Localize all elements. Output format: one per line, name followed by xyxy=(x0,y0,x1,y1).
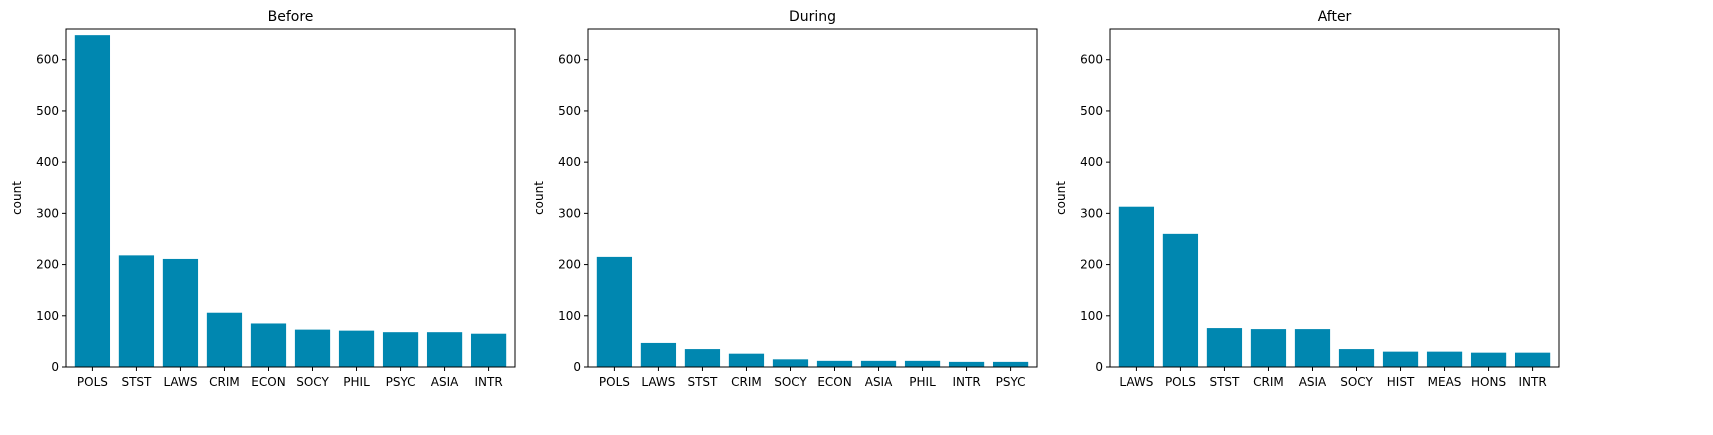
y-tick-label: 0 xyxy=(573,360,581,374)
x-tick-label: ASIA xyxy=(431,375,459,389)
bar xyxy=(948,361,985,367)
bar xyxy=(206,312,243,367)
x-tick-label: POLS xyxy=(1165,375,1196,389)
bar xyxy=(426,332,463,367)
x-tick-label: STST xyxy=(1209,375,1240,389)
y-tick-label: 400 xyxy=(558,155,581,169)
x-tick-label: PHIL xyxy=(909,375,936,389)
y-axis-label: count xyxy=(1054,181,1068,215)
bar xyxy=(1426,351,1463,367)
x-tick-label: SOCY xyxy=(1340,375,1373,389)
x-tick-label: PSYC xyxy=(996,375,1026,389)
x-tick-label: SOCY xyxy=(296,375,329,389)
bar xyxy=(728,353,765,367)
bar xyxy=(1250,329,1287,367)
x-tick-label: INTR xyxy=(474,375,502,389)
x-tick-label: STST xyxy=(687,375,718,389)
bar xyxy=(992,361,1029,367)
bar xyxy=(1470,352,1507,367)
bar xyxy=(470,333,507,367)
y-tick-label: 200 xyxy=(36,258,59,272)
x-tick-label: CRIM xyxy=(1253,375,1284,389)
chart-panel: 0 100 200 300 400 500 600 LAWS POLS STST CRIM ASIA S… xyxy=(1054,9,1560,389)
x-tick-label: STST xyxy=(121,375,152,389)
y-tick-label: 600 xyxy=(1080,53,1103,67)
x-tick-label: HONS xyxy=(1471,375,1506,389)
y-tick-label: 200 xyxy=(1080,258,1103,272)
bar xyxy=(118,255,155,367)
y-tick-label: 500 xyxy=(558,104,581,118)
y-tick-label: 500 xyxy=(36,104,59,118)
x-tick-label: LAWS xyxy=(1119,375,1153,389)
chart-panel: 0 100 200 300 400 500 600 POLS LAWS STST CRIM SOCY E… xyxy=(532,9,1038,389)
y-tick-label: 300 xyxy=(558,206,581,220)
bar xyxy=(162,258,199,367)
bar xyxy=(640,342,677,367)
y-tick-label: 400 xyxy=(36,155,59,169)
y-tick-label: 500 xyxy=(1080,104,1103,118)
bar xyxy=(1514,352,1551,367)
bar xyxy=(1206,328,1243,367)
x-tick-label: POLS xyxy=(599,375,630,389)
x-tick-label: ASIA xyxy=(865,375,893,389)
bar xyxy=(1118,206,1155,367)
x-tick-label: LAWS xyxy=(641,375,675,389)
chart-panel: 0 100 200 300 400 500 600 POLS STST LAWS CRIM ECON S… xyxy=(10,9,516,389)
chart-title: Before xyxy=(268,9,314,25)
x-tick-label: INTR xyxy=(952,375,980,389)
bar xyxy=(1162,233,1199,367)
bar xyxy=(1382,351,1419,367)
x-tick-label: PHIL xyxy=(343,375,370,389)
bar xyxy=(1338,349,1375,367)
y-tick-label: 100 xyxy=(36,309,59,323)
bar xyxy=(294,329,331,367)
x-tick-label: HIST xyxy=(1387,375,1415,389)
bar xyxy=(684,349,721,367)
chart-title: During xyxy=(789,9,836,25)
y-tick-label: 600 xyxy=(36,53,59,67)
y-tick-label: 0 xyxy=(51,360,59,374)
y-tick-label: 200 xyxy=(558,258,581,272)
bar xyxy=(338,330,375,367)
x-tick-label: ASIA xyxy=(1299,375,1327,389)
bar xyxy=(596,256,633,367)
x-tick-label: ECON xyxy=(817,375,851,389)
bar xyxy=(1294,329,1331,367)
y-tick-label: 0 xyxy=(1095,360,1103,374)
x-tick-label: MEAS xyxy=(1428,375,1462,389)
bar xyxy=(904,360,941,367)
bar xyxy=(860,360,897,367)
x-tick-label: ECON xyxy=(251,375,285,389)
y-axis-label: count xyxy=(10,181,24,215)
x-tick-label: POLS xyxy=(77,375,108,389)
bar xyxy=(382,332,419,367)
y-tick-label: 300 xyxy=(1080,206,1103,220)
y-tick-label: 600 xyxy=(558,53,581,67)
bar xyxy=(816,360,853,367)
x-tick-label: CRIM xyxy=(209,375,240,389)
axes-frame xyxy=(65,28,516,368)
bar xyxy=(74,35,111,368)
x-tick-label: LAWS xyxy=(163,375,197,389)
bar xyxy=(250,323,287,367)
axes-frame xyxy=(587,28,1038,368)
y-axis-label: count xyxy=(532,181,546,215)
chart-title: After xyxy=(1318,9,1352,25)
x-tick-label: INTR xyxy=(1518,375,1546,389)
bar xyxy=(772,359,809,367)
y-tick-label: 300 xyxy=(36,206,59,220)
y-tick-label: 100 xyxy=(1080,309,1103,323)
x-tick-label: PSYC xyxy=(386,375,416,389)
x-tick-label: CRIM xyxy=(731,375,762,389)
x-tick-label: SOCY xyxy=(774,375,807,389)
axes-frame xyxy=(1109,28,1560,368)
y-tick-label: 400 xyxy=(1080,155,1103,169)
y-tick-label: 100 xyxy=(558,309,581,323)
